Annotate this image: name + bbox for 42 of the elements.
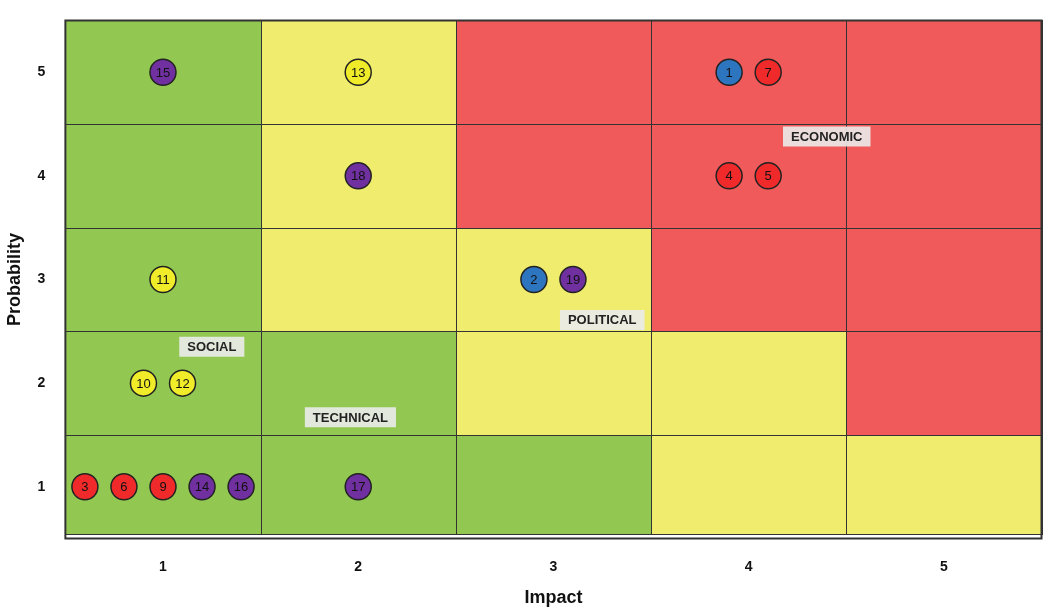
annotation: 9 — [159, 479, 167, 495]
annotation: ECONOMIC — [791, 129, 864, 145]
point — [715, 162, 743, 190]
annotation: 6 — [120, 479, 128, 495]
x-tick-label: 1 — [159, 557, 168, 574]
point — [754, 58, 782, 86]
annotation: 7 — [764, 64, 772, 80]
point — [71, 473, 99, 501]
y-tick-label: 5 — [37, 63, 46, 80]
point — [149, 473, 177, 501]
annotation: 5 — [764, 168, 772, 184]
annotation: TECHNICAL — [312, 409, 389, 425]
annotation: 15 — [155, 64, 171, 80]
annotation: 10 — [136, 375, 151, 391]
x-tick-label: 5 — [939, 557, 948, 574]
point — [715, 58, 743, 86]
x-axis-title: Impact — [524, 587, 583, 608]
annotation: 16 — [233, 479, 249, 495]
y-tick-label: 3 — [37, 270, 46, 287]
point — [520, 265, 548, 294]
point — [110, 473, 138, 501]
x-tick-label: 4 — [744, 557, 753, 574]
annotation: 12 — [175, 375, 190, 391]
annotation: 19 — [565, 272, 581, 288]
y-axis-title: Probability — [3, 232, 24, 327]
y-tick-label: 1 — [37, 477, 46, 494]
annotation: SOCIAL — [187, 339, 237, 355]
annotation: 14 — [194, 479, 210, 495]
y-tick-label: 2 — [37, 374, 46, 390]
annotation: POLITICAL — [567, 312, 637, 328]
annotation: 18 — [350, 168, 366, 184]
annotation: 17 — [350, 479, 366, 495]
annotation: 2 — [530, 272, 538, 288]
annotation: 4 — [725, 168, 733, 184]
annotation: 1 — [725, 64, 733, 80]
y-tick-label: 4 — [37, 166, 46, 183]
annotation: 3 — [81, 479, 89, 495]
point — [754, 162, 782, 190]
x-tick-label: 2 — [354, 557, 363, 574]
x-tick-label: 3 — [549, 557, 558, 574]
annotation: 13 — [350, 64, 366, 80]
annotation: 11 — [156, 272, 170, 288]
